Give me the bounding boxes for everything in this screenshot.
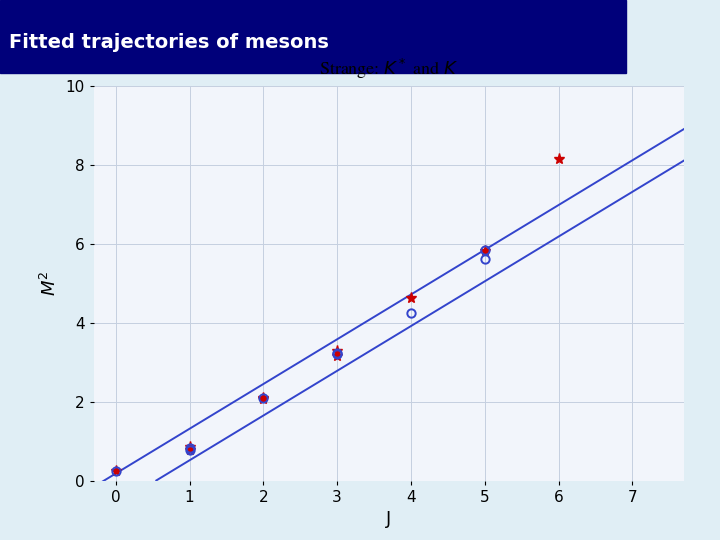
FancyBboxPatch shape (0, 0, 626, 73)
Title: Strange: $K^*$ and $K$: Strange: $K^*$ and $K$ (319, 57, 459, 82)
Y-axis label: $M^2$: $M^2$ (40, 271, 60, 296)
X-axis label: J: J (386, 510, 392, 528)
Text: Fitted trajectories of mesons: Fitted trajectories of mesons (9, 33, 329, 52)
